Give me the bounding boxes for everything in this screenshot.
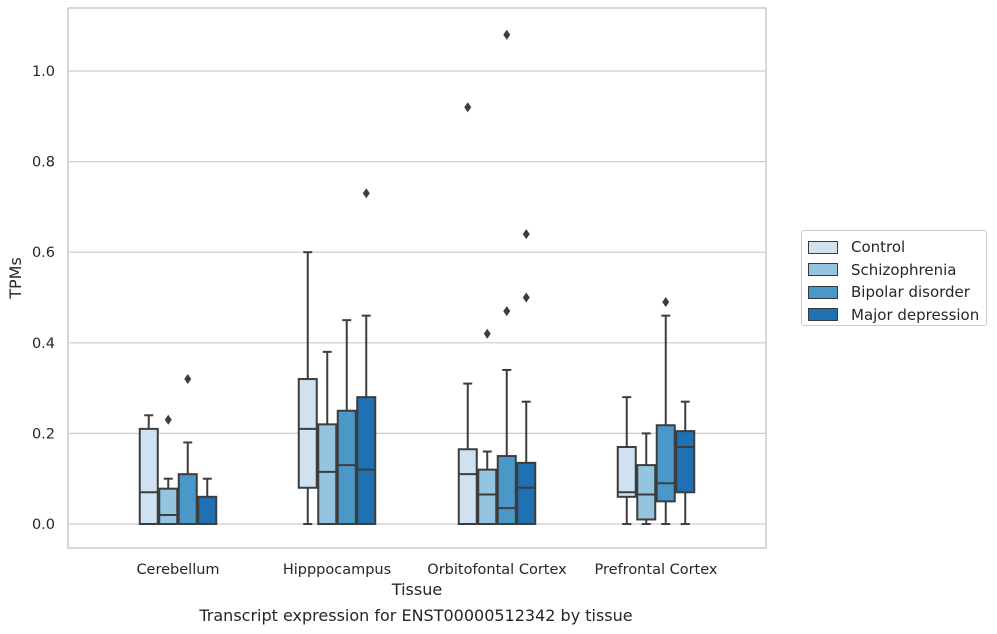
x-tick-label: Orbitofontal Cortex — [427, 562, 567, 578]
outlier-point — [503, 29, 511, 40]
box-iqr — [138, 427, 159, 525]
legend-item: Bipolar disorder — [808, 281, 986, 304]
box-iqr — [158, 487, 179, 525]
box-schizophrenia — [477, 328, 498, 526]
outlier-point — [522, 292, 530, 303]
outlier-point — [362, 188, 370, 199]
box-control — [616, 396, 637, 525]
outlier-point — [164, 414, 172, 425]
box-iqr — [636, 464, 657, 521]
y-axis-ticks: 0.0 0.2 0.4 0.6 0.8 1.0 — [32, 64, 55, 533]
box-iqr — [616, 445, 637, 498]
legend-label: Major depression — [851, 305, 980, 324]
box-bipolar-disorder — [496, 29, 517, 525]
box-iqr — [317, 423, 338, 525]
box-schizophrenia — [636, 432, 657, 525]
box-iqr — [655, 424, 676, 503]
box-major-depression — [516, 229, 537, 525]
box-iqr — [477, 468, 498, 526]
legend-item: Major depression — [808, 304, 986, 327]
outlier-point — [662, 297, 670, 308]
box-bipolar-disorder — [655, 297, 676, 525]
box-iqr — [177, 473, 198, 526]
legend-swatch — [808, 285, 838, 299]
legend: Control Schizophrenia Bipolar disorder Majo… — [801, 230, 987, 326]
x-axis-label: Tissue — [391, 580, 442, 599]
outlier-point — [522, 229, 530, 240]
boxes — [138, 29, 696, 526]
outlier-point — [483, 328, 491, 339]
y-tick-label: 1.0 — [32, 64, 55, 80]
legend-item: Schizophrenia — [808, 259, 986, 282]
legend-swatch — [808, 240, 838, 254]
box-iqr — [496, 455, 517, 525]
x-axis-ticks: Cerebellum Hipppocampus Orbitofontal Corte… — [136, 562, 717, 578]
box-iqr — [356, 396, 377, 525]
y-tick-label: 0.2 — [32, 426, 55, 442]
legend-label: Control — [851, 238, 906, 257]
box-iqr — [336, 409, 357, 525]
box-control — [457, 102, 478, 526]
y-axis-label: TPMs — [6, 257, 25, 300]
y-tick-label: 0.4 — [32, 336, 55, 352]
box-control — [297, 251, 318, 525]
legend-label: Schizophrenia — [851, 260, 957, 279]
legend-swatch — [808, 308, 838, 322]
box-major-depression — [356, 188, 377, 525]
box-control — [138, 414, 159, 525]
box-bipolar-disorder — [177, 374, 198, 526]
outlier-point — [464, 102, 472, 113]
legend-label: Bipolar disorder — [851, 283, 970, 302]
box-iqr — [197, 495, 218, 526]
y-tick-label: 0.0 — [32, 517, 55, 533]
outlier-point — [184, 374, 192, 385]
y-tick-label: 0.8 — [32, 155, 55, 171]
x-tick-label: Prefrontal Cortex — [595, 562, 718, 578]
box-major-depression — [675, 400, 696, 525]
outlier-point — [503, 306, 511, 317]
box-schizophrenia — [158, 414, 179, 525]
x-tick-label: Cerebellum — [136, 562, 219, 578]
y-tick-label: 0.6 — [32, 245, 55, 261]
legend-item: Control — [808, 236, 986, 259]
x-tick-label: Hipppocampus — [283, 562, 391, 578]
box-iqr — [675, 430, 696, 494]
box-major-depression — [197, 477, 218, 526]
box-schizophrenia — [317, 350, 338, 525]
box-iqr — [297, 378, 318, 489]
plot-area — [67, 7, 767, 549]
box-bipolar-disorder — [336, 319, 357, 525]
legend-swatch — [808, 263, 838, 277]
box-iqr — [516, 461, 537, 525]
figure-caption: Transcript expression for ENST0000051234… — [199, 606, 633, 625]
box-iqr — [457, 448, 478, 526]
